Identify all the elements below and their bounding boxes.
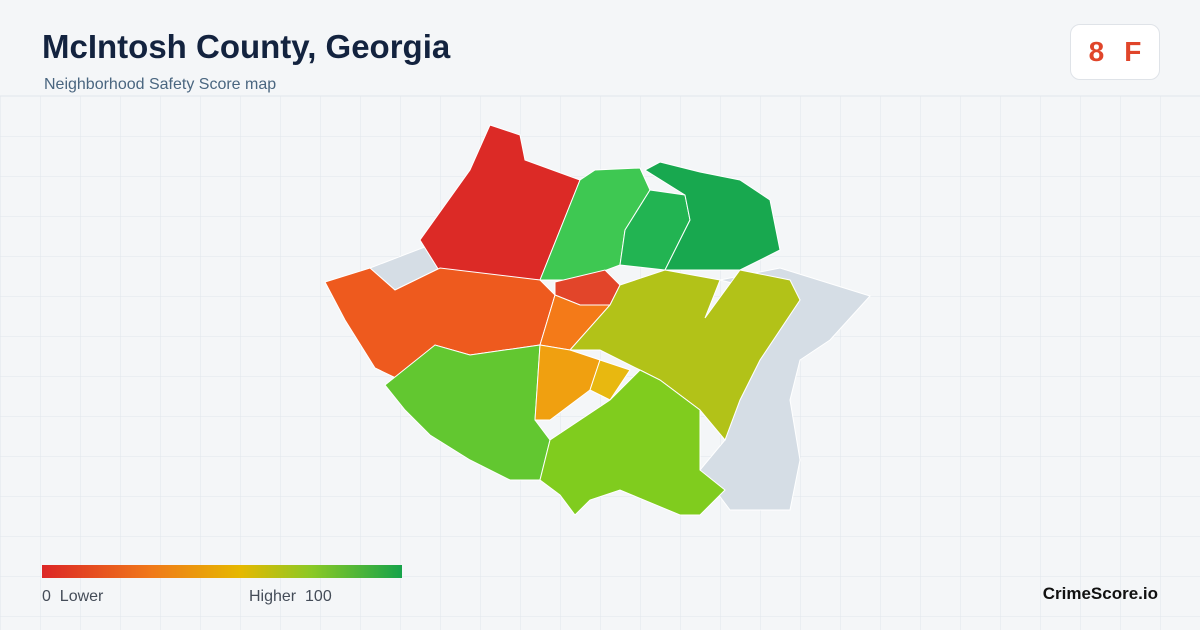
grade: F	[1124, 36, 1142, 67]
legend-max-value: 100	[305, 588, 332, 605]
legend-gradient	[42, 565, 402, 578]
score: 8	[1088, 36, 1105, 67]
legend-max-label: Higher	[249, 588, 297, 605]
region	[539, 369, 726, 516]
score-badge: 8 F	[1070, 24, 1160, 80]
title: McIntosh County, Georgia	[42, 28, 451, 65]
regions	[324, 124, 871, 516]
region	[644, 161, 781, 271]
legend-min-value: 0	[42, 588, 51, 605]
legend-min: 0 Lower	[42, 588, 103, 606]
legend-max: Higher 100	[249, 588, 332, 606]
legend-min-label: Lower	[59, 588, 104, 605]
region	[589, 359, 631, 401]
region	[568, 269, 801, 441]
brand: CrimeScore.io	[1042, 584, 1158, 603]
subtitle: Neighborhood Safety Score map	[44, 76, 277, 93]
